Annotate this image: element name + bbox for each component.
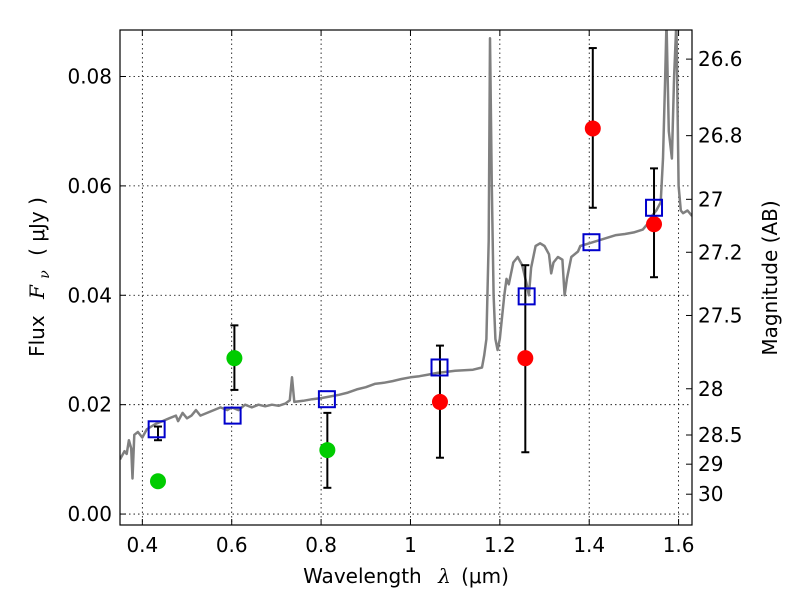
x-tick-label: 0.4	[126, 533, 158, 557]
y-axis-title-symbol: F	[25, 284, 49, 300]
y-axis-title-text: Flux	[25, 315, 49, 357]
y2-tick-label: 26.6	[698, 47, 743, 71]
plot-area	[120, 30, 692, 490]
green-data-point	[226, 350, 243, 367]
axes-frame	[119, 29, 693, 526]
y-tick-label: 0.06	[67, 174, 112, 198]
red-data-point	[584, 120, 601, 137]
y2-tick-label: 28	[698, 377, 723, 401]
axis-ticks: 0.4 0.6 0.8 1 1.2 1.4 1.6 0.00 0.02 0.04 0.06 0.08 2…	[67, 30, 743, 557]
green-data-point	[319, 442, 336, 459]
y-axis-title-unit: ( μJy )	[25, 197, 49, 256]
spectrum-line	[120, 30, 692, 480]
x-axis-title-symbol: λ	[437, 564, 451, 588]
y-axis-title-subscript: ν	[37, 270, 53, 279]
x-tick-label: 1.4	[573, 533, 605, 557]
model-square-marker	[317, 390, 336, 409]
x-axis-title: Wavelength λ (μm)	[303, 564, 509, 588]
y-tick-label: 0.08	[67, 64, 112, 88]
y2-tick-label: 27	[698, 187, 723, 211]
model-square-marker	[582, 233, 601, 252]
y2-tick-label: 26.8	[698, 124, 743, 148]
y2-tick-label: 30	[698, 482, 723, 506]
red-data-point	[517, 350, 534, 367]
model-square-marker	[517, 287, 536, 306]
y2-tick-label: 29	[698, 452, 723, 476]
model-square-marker	[430, 358, 449, 377]
x-tick-label: 1.6	[663, 533, 695, 557]
y-axis-title: Flux F ν ( μJy )	[25, 197, 54, 357]
x-axis-title-unit: (μm)	[461, 564, 509, 588]
model-square-marker	[645, 198, 664, 217]
x-tick-label: 0.6	[216, 533, 248, 557]
model-square-marker	[223, 406, 242, 425]
y2-tick-label: 28.5	[698, 423, 743, 447]
y-tick-label: 0.02	[67, 393, 112, 417]
x-tick-label: 1.2	[484, 533, 516, 557]
y2-tick-label: 27.2	[698, 240, 743, 264]
red-data-point	[431, 393, 448, 410]
plot-frame	[119, 29, 693, 526]
red-data-point	[646, 216, 663, 233]
grid	[120, 30, 692, 525]
x-tick-label: 0.8	[305, 533, 337, 557]
y-tick-label: 0.04	[67, 283, 112, 307]
y2-tick-label: 27.5	[698, 303, 743, 327]
x-tick-label: 1	[404, 533, 417, 557]
y-tick-label: 0.00	[67, 502, 112, 526]
y2-axis-title: Magnitude (AB)	[758, 200, 782, 355]
green-data-point	[149, 473, 166, 490]
model-square-marker	[147, 420, 166, 439]
x-axis-title-text: Wavelength	[303, 564, 422, 588]
